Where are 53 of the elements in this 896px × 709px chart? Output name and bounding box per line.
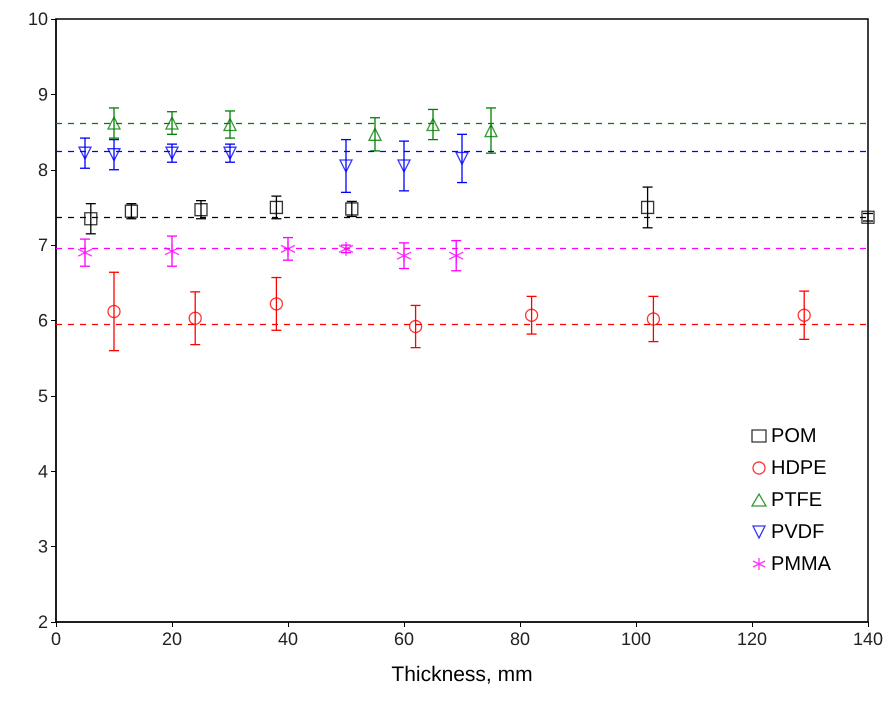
point — [165, 146, 179, 160]
x-tick-label: 80 — [510, 629, 530, 649]
legend-label: POM — [771, 425, 817, 447]
point — [524, 308, 538, 322]
point — [77, 245, 93, 260]
point — [107, 116, 121, 130]
y-tick-label: 4 — [38, 461, 48, 482]
x-tick-label: 100 — [620, 629, 652, 649]
point — [646, 312, 660, 326]
y-tick-label: 10 — [28, 9, 48, 29]
point — [107, 148, 121, 162]
y-tick-label: 3 — [38, 536, 48, 557]
point — [798, 308, 811, 322]
y-tick-label: 7 — [38, 235, 48, 256]
y-tick-label: 2 — [38, 612, 48, 632]
y-tick-label: 6 — [38, 310, 48, 330]
point — [270, 297, 284, 311]
point — [339, 159, 353, 173]
point — [188, 312, 202, 325]
point — [107, 304, 121, 318]
point — [338, 241, 354, 257]
point — [397, 159, 411, 173]
x-tick-label: 40 — [278, 629, 298, 649]
legend-label: HDPE — [771, 457, 827, 479]
point — [165, 116, 179, 130]
x-tick-label: 0 — [50, 629, 62, 649]
x-tick-label: 60 — [394, 629, 414, 649]
point — [408, 320, 422, 334]
x-tick-label: 140 — [852, 629, 884, 649]
point — [396, 248, 412, 264]
point — [84, 212, 98, 226]
x-tick-label: 20 — [162, 629, 182, 649]
point — [164, 244, 180, 259]
point — [223, 146, 237, 160]
point — [270, 200, 284, 214]
legend-label: PMMA — [771, 553, 832, 575]
point — [368, 128, 382, 141]
point — [484, 124, 498, 138]
y-tick-label: 5 — [38, 386, 48, 406]
point — [78, 146, 92, 160]
y-tick-label: 9 — [38, 84, 48, 104]
legend-label: PTFE — [771, 489, 822, 511]
point — [640, 200, 654, 214]
point — [426, 118, 440, 132]
point — [448, 248, 464, 264]
point — [194, 203, 208, 216]
y-tick-label: 8 — [38, 160, 48, 180]
x-tick-label: 120 — [736, 629, 768, 649]
x-axis-title: Thickness, mm — [391, 663, 533, 686]
legend-label: PVDF — [771, 521, 824, 543]
point — [223, 118, 237, 132]
point — [280, 241, 296, 257]
point — [455, 152, 469, 166]
